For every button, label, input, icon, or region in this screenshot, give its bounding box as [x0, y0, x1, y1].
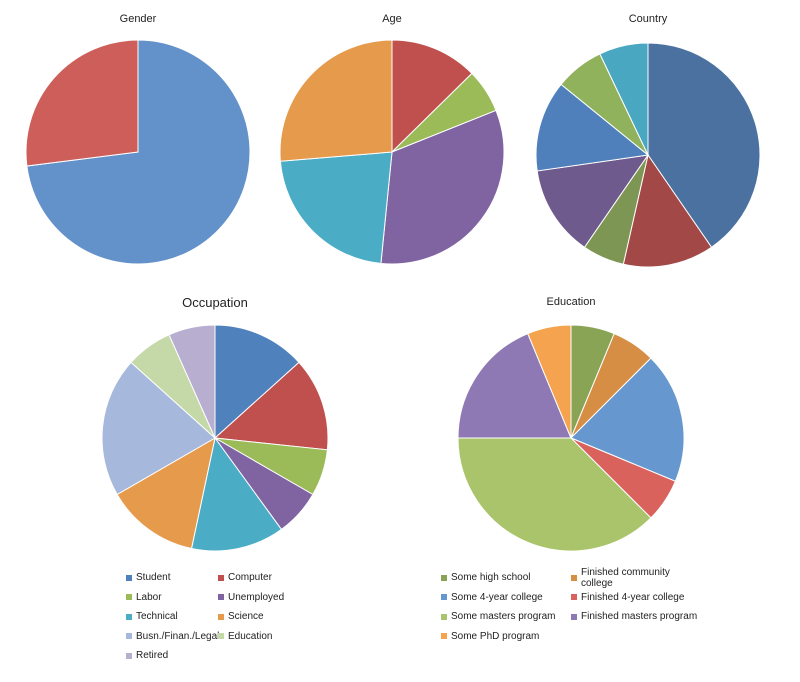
country-pie-slice-slice — [535, 83, 650, 172]
legend-label: Science — [228, 611, 264, 623]
education-pie-slice-some-phd-program — [527, 324, 572, 439]
education-pie-slice-some-4-year-college — [570, 357, 685, 482]
legend-label: Labor — [136, 591, 162, 603]
country-pie-slice-slice — [647, 42, 761, 248]
country-pie-chart — [535, 42, 761, 268]
education-pie-slice-some-masters-program — [457, 437, 652, 552]
country-pie-slice-slice — [622, 153, 713, 268]
legend-item: Labor — [126, 592, 218, 603]
legend-label: Education — [228, 630, 273, 642]
legend-item: Retired — [126, 650, 218, 661]
age-pie-slice-slice — [279, 39, 393, 162]
age-pie-slice-slice — [380, 109, 505, 265]
legend-item: Busn./Finan./Legal — [126, 630, 220, 642]
occupation-pie-slice-computer — [213, 361, 329, 451]
legend-label: Some 4-year college — [451, 591, 543, 603]
education-legend: Some high school Finished community colle… — [441, 567, 701, 646]
legend-label: Busn./Finan./Legal — [136, 630, 220, 642]
legend-item: Some masters program — [441, 611, 571, 622]
legend-swatch — [126, 652, 132, 659]
education-pie-chart — [457, 324, 685, 552]
legend-swatch — [441, 613, 447, 620]
legend-swatch — [218, 594, 224, 601]
legend-label: Some masters program — [451, 611, 556, 623]
gender-pie-chart — [25, 39, 251, 265]
country-pie-slice-slice — [599, 42, 649, 156]
gender-pie-slice-slice — [25, 39, 139, 167]
legend-swatch — [571, 574, 577, 581]
legend-swatch — [126, 594, 132, 601]
legend-label: Finished community college — [581, 566, 670, 589]
legend-item: Student — [126, 572, 218, 583]
legend-swatch — [126, 613, 132, 620]
legend-label: Student — [136, 572, 171, 584]
legend-item: Finished 4-year college — [571, 592, 701, 603]
legend-label: Finished 4-year college — [581, 591, 685, 603]
legend-item: Education — [218, 631, 310, 642]
age-pie-chart — [279, 39, 505, 265]
legend-swatch — [571, 594, 577, 601]
occupation-pie-slice-busn-finan-legal — [101, 361, 216, 496]
legend-item: Computer — [218, 572, 310, 583]
legend-item: Finished community college — [571, 567, 701, 589]
legend-item: Finished masters program — [571, 611, 701, 622]
age-pie-slice-slice — [391, 39, 473, 154]
gender-chart-title: Gender — [119, 13, 157, 25]
legend-swatch — [441, 574, 447, 581]
legend-label: Some PhD program — [451, 630, 540, 642]
legend-swatch — [126, 574, 132, 581]
legend-item: Unemployed — [218, 592, 310, 603]
country-pie-slice-slice — [536, 154, 650, 248]
legend-swatch — [441, 633, 447, 640]
legend-label: Unemployed — [228, 591, 285, 603]
legend-swatch — [218, 633, 224, 640]
legend-swatch — [218, 574, 224, 581]
occupation-chart-title: Occupation — [182, 295, 248, 310]
legend-label: Technical — [136, 611, 178, 623]
occupation-pie-slice-retired — [168, 324, 216, 439]
legend-item: Science — [218, 611, 310, 622]
legend-label: Finished masters program — [581, 611, 698, 623]
legend-item: Technical — [126, 611, 218, 622]
education-chart-title: Education — [546, 296, 596, 308]
age-chart-title: Age — [382, 13, 402, 25]
country-chart-title: Country — [628, 13, 668, 25]
occupation-pie-slice-science — [116, 437, 216, 550]
legend-label: Computer — [228, 572, 272, 584]
legend-item: Some 4-year college — [441, 592, 571, 603]
legend-swatch — [218, 613, 224, 620]
occupation-pie-chart — [101, 324, 329, 552]
occupation-pie-slice-technical — [190, 436, 283, 552]
occupation-legend: Student Computer Labor Unemployed Technical S… — [126, 568, 310, 666]
legend-label: Some high school — [451, 572, 531, 584]
legend-swatch — [441, 594, 447, 601]
legend-item: Some high school — [441, 572, 571, 583]
legend-label: Retired — [136, 650, 169, 662]
legend-swatch — [126, 633, 132, 640]
occupation-pie-slice-student — [214, 324, 300, 440]
age-pie-slice-slice — [279, 151, 393, 264]
legend-swatch — [571, 613, 577, 620]
legend-item: Some PhD program — [441, 631, 571, 642]
education-pie-slice-finished-masters-program — [457, 332, 572, 439]
